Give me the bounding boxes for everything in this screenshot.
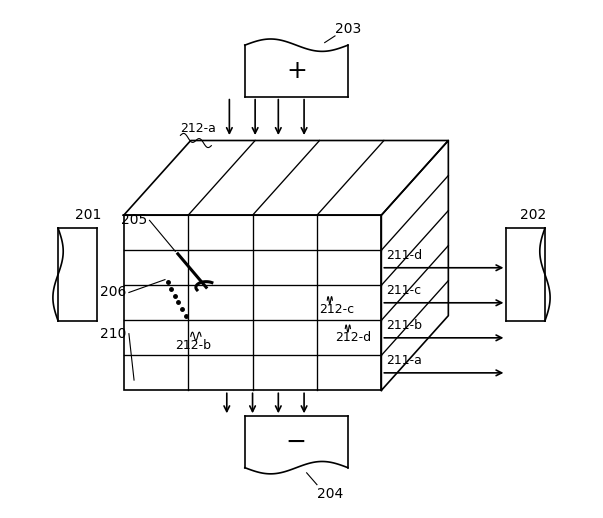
Text: 212-d: 212-d: [335, 331, 371, 344]
Text: 211-b: 211-b: [387, 319, 423, 332]
Text: 210: 210: [100, 327, 126, 341]
Bar: [124, 215, 381, 391]
Text: 201: 201: [75, 208, 101, 222]
Text: +: +: [286, 59, 307, 83]
Text: 212-b: 212-b: [175, 339, 211, 352]
Text: 205: 205: [121, 213, 147, 227]
Text: 206: 206: [100, 285, 126, 299]
Text: 212-c: 212-c: [320, 303, 355, 316]
Text: 211-d: 211-d: [387, 249, 423, 262]
Text: 211-a: 211-a: [387, 354, 422, 367]
Text: 202: 202: [520, 208, 547, 222]
Text: 212-a: 212-a: [180, 122, 216, 135]
Text: −: −: [286, 430, 307, 454]
Text: 211-c: 211-c: [387, 284, 421, 297]
Text: 204: 204: [317, 487, 343, 501]
Text: 203: 203: [335, 22, 361, 36]
